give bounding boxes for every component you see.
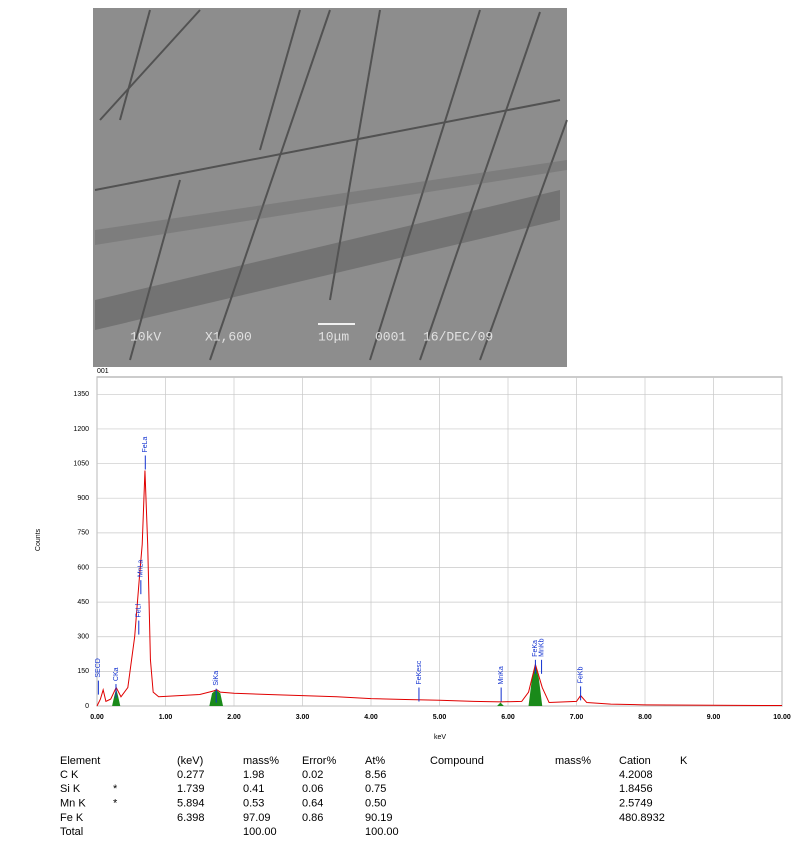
y-tick-label: 750 [77, 530, 89, 537]
table-cell: 8.56 [365, 769, 386, 781]
caption: 0001 [375, 329, 406, 344]
band [95, 190, 560, 330]
scratches [94, 9, 568, 361]
table-cell: 480.8932 [619, 812, 665, 824]
table-cell: 0.53 [243, 798, 264, 810]
table-cell: 0.02 [302, 769, 323, 781]
y-tick-label: 900 [77, 495, 89, 502]
band [95, 160, 567, 245]
y-axis-label: Counts [35, 528, 42, 551]
peak-label: FeKa [532, 640, 539, 657]
table-header-cell: Element [60, 755, 100, 767]
y-tick-label: 0 [85, 703, 89, 710]
table-cell: 1.739 [177, 783, 205, 795]
peak-label: SiKa [213, 671, 220, 686]
table-cell: 90.19 [365, 812, 393, 824]
peak-label: CKa [113, 667, 120, 681]
table-cell: 6.398 [177, 812, 205, 824]
x-tick-label: 4.00 [364, 714, 378, 721]
table-cell: 2.5749 [619, 798, 653, 810]
y-tick-label: 1200 [73, 426, 89, 433]
table-cell: 5.894 [177, 798, 205, 810]
table-cell: 0.75 [365, 783, 386, 795]
spectrum-line [96, 470, 783, 707]
y-tick-label: 1050 [73, 460, 89, 467]
x-tick-label: 2.00 [227, 714, 241, 721]
chart-title: 001 [97, 368, 109, 375]
table-cell: Total [60, 826, 83, 838]
y-tick-label: 1350 [73, 391, 89, 398]
y-tick-label: 600 [77, 564, 89, 571]
caption: 16/DEC/09 [423, 329, 493, 344]
x-tick-label: 8.00 [638, 714, 652, 721]
table-cell: Si K [60, 783, 81, 795]
x-tick-label: 10.00 [773, 714, 791, 721]
peak-label: MnKb [538, 638, 545, 656]
x-axis-label: keV [434, 734, 446, 741]
peak-label: MnKa [498, 666, 505, 684]
table-header-cell: mass% [555, 755, 591, 767]
y-tick-label: 300 [77, 634, 89, 641]
table-cell: 100.00 [365, 826, 399, 838]
table-cell: 0.64 [302, 798, 323, 810]
table-cell: * [113, 783, 118, 795]
x-tick-label: 1.00 [159, 714, 173, 721]
table-header-cell: K [680, 755, 688, 767]
peak-label: MnLa [138, 560, 145, 578]
y-tick-label: 450 [77, 599, 89, 606]
table-cell: 0.06 [302, 783, 323, 795]
micrograph: 10kV X1,600 10μm 0001 16/DEC/09 [93, 8, 568, 367]
peak-label: FeKesc [416, 660, 423, 684]
peak-area [528, 664, 543, 706]
table-header-cell: Compound [430, 755, 484, 767]
x-tick-label: 3.00 [296, 714, 310, 721]
table-header-cell: Cation [619, 755, 651, 767]
table-header-cell: (keV) [177, 755, 203, 767]
table-cell: 1.8456 [619, 783, 653, 795]
x-tick-label: 9.00 [707, 714, 721, 721]
peak-label: FeLl [136, 604, 143, 618]
table-cell: 0.41 [243, 783, 264, 795]
table-cell: 0.50 [365, 798, 386, 810]
caption: X1,600 [205, 329, 252, 344]
table-cell: Mn K [60, 798, 86, 810]
caption: 10μm [318, 329, 349, 344]
peak-label: SECD [95, 658, 102, 677]
x-tick-label: 0.00 [90, 714, 104, 721]
table-header-cell: Error% [302, 755, 336, 767]
table-cell: 0.86 [302, 812, 323, 824]
table-header-cell: mass% [243, 755, 279, 767]
peak-label: FeLa [142, 436, 149, 452]
table-cell: 4.2008 [619, 769, 653, 781]
peak-label: FeKb [577, 667, 584, 684]
table-cell: 100.00 [243, 826, 277, 838]
table-header-cell: At% [365, 755, 385, 767]
x-tick-label: 7.00 [570, 714, 584, 721]
table-cell: * [113, 798, 118, 810]
y-tick-label: 150 [77, 668, 89, 675]
table-cell: C K [60, 769, 79, 781]
table-cell: Fe K [60, 812, 84, 824]
x-tick-label: 5.00 [433, 714, 447, 721]
x-tick-label: 6.00 [501, 714, 515, 721]
table-cell: 97.09 [243, 812, 271, 824]
table-cell: 0.277 [177, 769, 205, 781]
caption: 10kV [130, 329, 161, 344]
table-cell: 1.98 [243, 769, 264, 781]
micrograph-image [93, 8, 567, 367]
peak-area [497, 702, 504, 706]
